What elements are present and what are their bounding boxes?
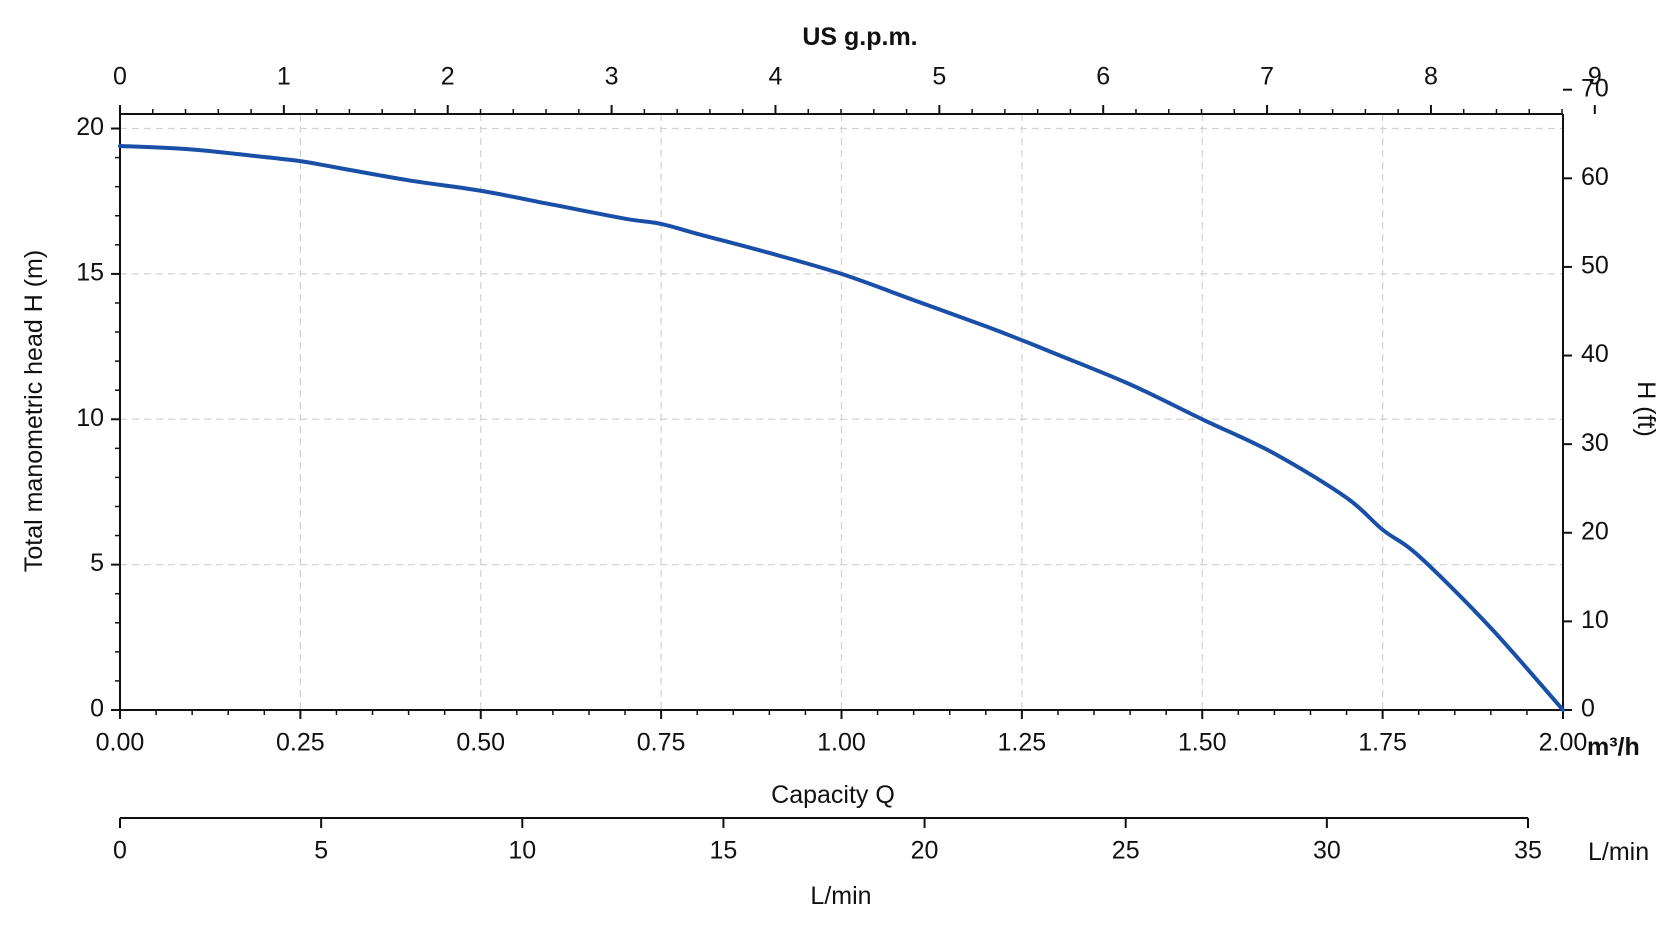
y-tick-label: 15 xyxy=(76,259,104,287)
y-axis-title: Total manometric head H (m) xyxy=(20,250,48,572)
right-tick-label: 0 xyxy=(1581,695,1595,723)
x-tick-label: 1.75 xyxy=(1358,729,1407,757)
lmin-axis-title: L/min xyxy=(810,882,871,910)
right-axis-title: H (ft) xyxy=(1632,381,1660,437)
lmin-tick-label: 20 xyxy=(911,837,939,865)
lmin-tick-label: 30 xyxy=(1313,837,1341,865)
top-tick-label: 6 xyxy=(1096,63,1110,91)
x-tick-label: 1.25 xyxy=(998,729,1047,757)
ticks: 0.00 0.25 0.50 0.75 1.00 1.25 1.50 1.75 2.000510… xyxy=(76,63,1609,865)
lmin-unit-label: L/min xyxy=(1588,838,1649,866)
grid xyxy=(120,114,1563,710)
top-tick-label: 4 xyxy=(769,63,783,91)
right-tick-label: 60 xyxy=(1581,163,1609,191)
lmin-tick-label: 0 xyxy=(113,837,127,865)
lmin-tick-label: 5 xyxy=(314,837,328,865)
top-tick-label: 2 xyxy=(441,63,455,91)
top-axis-title: US g.p.m. xyxy=(802,23,917,51)
lmin-tick-label: 10 xyxy=(508,837,536,865)
top-tick-label: 3 xyxy=(605,63,619,91)
x-tick-label: 0.00 xyxy=(96,729,145,757)
top-tick-label: 9 xyxy=(1588,63,1602,91)
lmin-tick-label: 35 xyxy=(1514,837,1542,865)
labels: US g.p.m. Total manometric head H (m) H … xyxy=(20,23,1660,910)
y-tick-label: 0 xyxy=(90,695,104,723)
lmin-tick-label: 25 xyxy=(1112,837,1140,865)
right-tick-label: 10 xyxy=(1581,606,1609,634)
x-unit-label: m³/h xyxy=(1587,733,1640,761)
series-layer xyxy=(118,143,1565,712)
lmin-tick-label: 15 xyxy=(710,837,738,865)
x-tick-label: 0.75 xyxy=(637,729,686,757)
x-tick-label: 1.50 xyxy=(1178,729,1227,757)
top-tick-label: 1 xyxy=(277,63,291,91)
y-tick-label: 20 xyxy=(76,113,104,141)
x-tick-label: 2.00 xyxy=(1539,729,1588,757)
right-tick-label: 70 xyxy=(1581,74,1609,102)
x-axis-title: Capacity Q xyxy=(771,781,895,809)
x-tick-label: 1.00 xyxy=(817,729,866,757)
right-tick-label: 40 xyxy=(1581,340,1609,368)
top-tick-label: 5 xyxy=(932,63,946,91)
x-tick-label: 0.50 xyxy=(456,729,505,757)
head-capacity-curve xyxy=(118,143,1565,712)
y-tick-label: 10 xyxy=(76,404,104,432)
right-tick-label: 50 xyxy=(1581,252,1609,280)
top-tick-label: 8 xyxy=(1424,63,1438,91)
right-tick-label: 30 xyxy=(1581,429,1609,457)
top-tick-label: 7 xyxy=(1260,63,1274,91)
y-tick-label: 5 xyxy=(90,549,104,577)
top-tick-label: 0 xyxy=(113,63,127,91)
x-tick-label: 0.25 xyxy=(276,729,325,757)
right-tick-label: 20 xyxy=(1581,517,1609,545)
